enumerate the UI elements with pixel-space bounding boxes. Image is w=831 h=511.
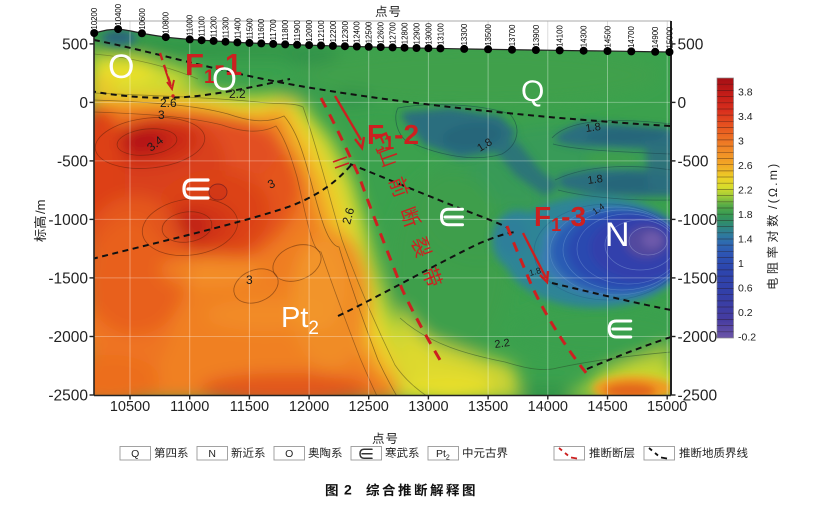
svg-text:13500: 13500 <box>484 23 493 45</box>
svg-text:14500: 14500 <box>603 25 612 47</box>
svg-text:12400: 12400 <box>353 21 362 43</box>
svg-text:12800: 12800 <box>400 22 409 44</box>
svg-text:-1500: -1500 <box>48 270 88 287</box>
svg-text:13300: 13300 <box>460 23 469 45</box>
svg-text:N: N <box>605 216 630 254</box>
svg-text:2.2: 2.2 <box>494 337 511 351</box>
svg-text:13100: 13100 <box>436 23 445 45</box>
svg-text:1.8: 1.8 <box>528 265 542 278</box>
svg-text:/m: /m <box>33 200 48 214</box>
svg-text:11000: 11000 <box>170 399 209 415</box>
svg-text:13900: 13900 <box>532 24 541 46</box>
svg-text:10200: 10200 <box>90 7 99 29</box>
svg-text:2: 2 <box>344 482 352 498</box>
svg-text:-2000: -2000 <box>678 329 718 346</box>
svg-text:10600: 10600 <box>138 7 147 29</box>
svg-text:0.2: 0.2 <box>738 307 753 319</box>
svg-text:2.2: 2.2 <box>229 87 246 101</box>
svg-text:14700: 14700 <box>627 26 636 48</box>
svg-text:12000: 12000 <box>289 399 329 415</box>
svg-text:14900: 14900 <box>651 26 660 48</box>
svg-text:12100: 12100 <box>317 20 326 42</box>
svg-text:Q: Q <box>521 75 544 108</box>
svg-text:12300: 12300 <box>341 20 350 42</box>
svg-text:12500: 12500 <box>365 21 374 43</box>
svg-text:3: 3 <box>246 273 253 287</box>
svg-text:3: 3 <box>738 136 744 148</box>
svg-text:14500: 14500 <box>587 399 627 415</box>
svg-text:2.6: 2.6 <box>339 206 357 226</box>
svg-text:12000: 12000 <box>305 19 314 41</box>
svg-text:11800: 11800 <box>281 19 290 41</box>
svg-text:-500: -500 <box>57 153 88 170</box>
svg-text:11400: 11400 <box>233 17 242 39</box>
svg-text:11200: 11200 <box>210 16 219 38</box>
svg-text:11100: 11100 <box>198 16 207 37</box>
svg-text:O: O <box>212 61 237 97</box>
svg-text:11500: 11500 <box>230 399 269 415</box>
svg-text:-1500: -1500 <box>678 270 718 287</box>
svg-text:14100: 14100 <box>556 25 565 47</box>
svg-text:/(Ω.m): /(Ω.m) <box>766 162 780 209</box>
svg-text:1.4: 1.4 <box>738 234 753 246</box>
svg-text:2.2: 2.2 <box>738 185 753 197</box>
svg-text:F1-1: F1-1 <box>185 47 242 88</box>
svg-text:13000: 13000 <box>424 22 433 44</box>
svg-text:10500: 10500 <box>110 399 150 415</box>
svg-text:13700: 13700 <box>508 24 517 46</box>
svg-text:N: N <box>208 448 216 460</box>
svg-text:2.6: 2.6 <box>160 96 177 110</box>
svg-text:12500: 12500 <box>349 399 389 415</box>
svg-text:11900: 11900 <box>293 20 302 42</box>
svg-text:14000: 14000 <box>528 399 568 415</box>
svg-text:0.6: 0.6 <box>738 283 753 295</box>
svg-text:10800: 10800 <box>162 11 171 33</box>
svg-text:0: 0 <box>678 95 687 112</box>
svg-text:11000: 11000 <box>186 14 195 36</box>
svg-text:-2500: -2500 <box>48 388 88 405</box>
svg-text:500: 500 <box>678 36 704 53</box>
svg-text:Q: Q <box>131 448 139 460</box>
svg-text:500: 500 <box>62 36 88 53</box>
svg-text:10400: 10400 <box>114 3 123 25</box>
svg-text:3.4: 3.4 <box>738 111 753 123</box>
svg-text:15000: 15000 <box>665 26 674 48</box>
svg-text:12700: 12700 <box>389 22 398 44</box>
svg-text:-0.2: -0.2 <box>738 332 756 344</box>
svg-text:-2000: -2000 <box>48 329 88 346</box>
svg-text:15000: 15000 <box>647 399 687 415</box>
svg-text:1: 1 <box>738 258 744 270</box>
svg-text:13000: 13000 <box>408 399 448 415</box>
svg-text:3.8: 3.8 <box>738 87 753 99</box>
svg-text:1.8: 1.8 <box>738 209 753 221</box>
svg-text:12200: 12200 <box>329 20 338 42</box>
svg-text:-500: -500 <box>678 153 709 170</box>
svg-text:-1000: -1000 <box>48 212 88 229</box>
svg-text:2.6: 2.6 <box>738 160 753 172</box>
svg-text:3: 3 <box>158 108 165 122</box>
svg-text:11600: 11600 <box>257 18 266 40</box>
svg-text:13500: 13500 <box>468 399 508 415</box>
svg-text:11500: 11500 <box>245 18 254 40</box>
svg-text:-1000: -1000 <box>678 212 718 229</box>
svg-text:12600: 12600 <box>377 21 386 43</box>
svg-text:-2500: -2500 <box>678 388 718 405</box>
svg-text:0: 0 <box>79 95 88 112</box>
svg-text:O: O <box>108 48 134 86</box>
svg-text:1.8: 1.8 <box>587 173 604 187</box>
svg-text:14300: 14300 <box>580 25 589 47</box>
svg-text:O: O <box>285 448 293 460</box>
svg-text:11700: 11700 <box>269 19 278 41</box>
svg-text:11300: 11300 <box>221 16 230 38</box>
svg-text:1.8: 1.8 <box>585 121 602 135</box>
svg-text:12900: 12900 <box>412 22 421 44</box>
